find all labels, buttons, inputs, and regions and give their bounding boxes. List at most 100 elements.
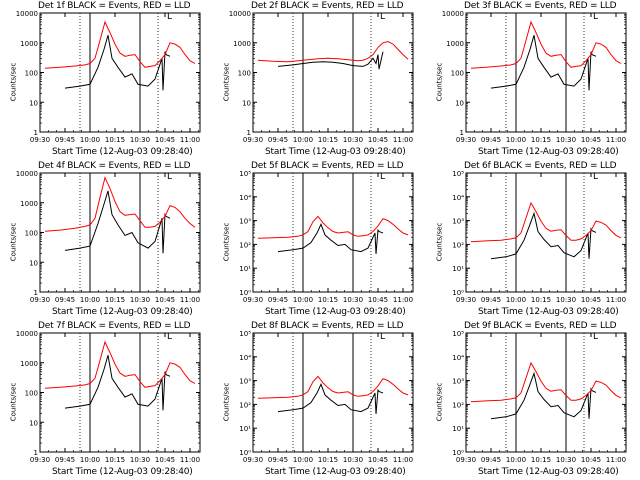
x-tick-label: 10:00 <box>506 296 526 304</box>
chart-plot: 10⁰ 10¹ 10² 10³ 10⁴ 10⁵ 09:30 09:45 10:00 10:15 10… <box>452 170 627 304</box>
chart-title: Det 1f BLACK = Events, RED = LLD <box>38 1 191 11</box>
x-tick-label: 09:45 <box>481 296 501 304</box>
chart-panel: Det 8f BLACK = Events, RED = LLD Start Ti… <box>213 320 423 480</box>
y-tick-label: 10 <box>29 259 38 267</box>
chart-panel: Det 3f BLACK = Events, RED = LLD Start Ti… <box>426 0 636 160</box>
x-tick-label: 10:30 <box>556 296 576 304</box>
x-tick-label: 09:45 <box>55 136 75 144</box>
x-tick-label: 10:45 <box>581 456 601 464</box>
chart-title: Det 4f BLACK = Events, RED = LLD <box>38 161 191 171</box>
y-tick-label: 1 <box>34 449 38 457</box>
x-tick-label: 11:00 <box>606 136 626 144</box>
x-tick-label: 10:00 <box>293 456 313 464</box>
x-tick-label: 09:30 <box>456 136 476 144</box>
x-tick-label: 09:30 <box>243 456 263 464</box>
event-marker-label: L <box>167 12 172 22</box>
event-marker-label: L <box>593 12 598 22</box>
chart-title: Det 2f BLACK = Events, RED = LLD <box>251 1 404 11</box>
y-tick-label: 10⁴ <box>452 194 464 202</box>
y-tick-label: 1000 <box>233 40 251 48</box>
chart-plot: 1 10 100 1000 10000 09:30 09:45 10:00 10:15 10:30… <box>16 170 201 304</box>
x-tick-label: 10:00 <box>293 136 313 144</box>
chart-plot: 1 10 100 1000 10000 09:30 09:45 10:00 10:15 10:30… <box>16 330 201 464</box>
event-marker-label: L <box>593 332 598 342</box>
y-tick-label: 1000 <box>446 40 464 48</box>
y-tick-label: 10 <box>29 419 38 427</box>
plot-frame <box>39 332 201 453</box>
x-tick-label: 10:45 <box>368 136 388 144</box>
series-events-line <box>490 35 597 91</box>
chart-title: Det 8f BLACK = Events, RED = LLD <box>251 321 404 331</box>
y-tick-label: 10³ <box>239 218 251 226</box>
plot-frame <box>252 172 414 293</box>
plot-frame <box>252 332 414 453</box>
y-tick-label: 10⁵ <box>452 170 464 178</box>
x-tick-label: 11:00 <box>393 136 413 144</box>
y-tick-label: 10⁴ <box>452 354 464 362</box>
chart-panel: Det 4f BLACK = Events, RED = LLD Start Ti… <box>0 160 210 320</box>
x-tick-label: 09:45 <box>268 136 288 144</box>
x-tick-label: 10:45 <box>155 136 175 144</box>
event-marker-label: L <box>167 332 172 342</box>
x-tick-label: 11:00 <box>393 456 413 464</box>
series-lld-line <box>44 340 196 389</box>
y-tick-label: 10000 <box>229 10 251 18</box>
y-tick-label: 10⁰ <box>452 449 464 457</box>
x-axis-label: Start Time (12-Aug-03 09:28:40) <box>265 147 406 157</box>
x-tick-label: 09:30 <box>456 456 476 464</box>
series-events-line <box>277 51 384 70</box>
y-tick-label: 1000 <box>20 40 38 48</box>
series-lld-line <box>470 361 622 403</box>
x-tick-label: 10:00 <box>293 296 313 304</box>
series-lld-line <box>470 201 622 243</box>
x-tick-label: 10:45 <box>581 296 601 304</box>
y-tick-label: 1 <box>34 289 38 297</box>
x-tick-label: 11:00 <box>606 296 626 304</box>
y-tick-label: 1 <box>34 129 38 137</box>
x-axis-label: Start Time (12-Aug-03 09:28:40) <box>478 307 619 317</box>
x-tick-label: 09:30 <box>243 296 263 304</box>
plot-frame <box>39 12 201 133</box>
x-tick-label: 10:15 <box>105 296 125 304</box>
x-tick-label: 10:30 <box>130 136 150 144</box>
x-axis-label: Start Time (12-Aug-03 09:28:40) <box>478 467 619 477</box>
series-events-line <box>277 223 384 254</box>
x-tick-label: 10:30 <box>556 136 576 144</box>
y-tick-label: 10² <box>452 401 464 409</box>
y-tick-label: 10² <box>239 241 251 249</box>
chart-plot: 10⁰ 10¹ 10² 10³ 10⁴ 10⁵ 09:30 09:45 10:00 10:15 10… <box>452 330 627 464</box>
x-tick-label: 10:45 <box>155 456 175 464</box>
series-lld-line <box>44 176 196 232</box>
y-tick-label: 100 <box>25 230 38 238</box>
plot-frame <box>252 12 414 133</box>
y-tick-label: 10000 <box>442 10 464 18</box>
x-tick-label: 10:30 <box>343 136 363 144</box>
x-tick-label: 11:00 <box>180 296 200 304</box>
y-tick-label: 10⁰ <box>239 449 251 457</box>
chart-panel: Det 6f BLACK = Events, RED = LLD Start Ti… <box>426 160 636 320</box>
y-tick-label: 10000 <box>16 170 38 178</box>
series-lld-line <box>257 40 409 63</box>
x-tick-label: 09:45 <box>481 456 501 464</box>
chart-title: Det 9f BLACK = Events, RED = LLD <box>464 321 617 331</box>
x-tick-label: 09:45 <box>481 136 501 144</box>
x-tick-label: 10:15 <box>531 456 551 464</box>
y-tick-label: 100 <box>238 70 251 78</box>
chart-title: Det 3f BLACK = Events, RED = LLD <box>464 1 617 11</box>
chart-plot: 10⁰ 10¹ 10² 10³ 10⁴ 10⁵ 09:30 09:45 10:00 10:15 10… <box>239 330 414 464</box>
x-axis-label: Start Time (12-Aug-03 09:28:40) <box>265 307 406 317</box>
y-tick-label: 10³ <box>452 378 464 386</box>
y-tick-label: 10⁴ <box>239 354 251 362</box>
event-marker-label: L <box>167 172 172 182</box>
x-tick-label: 10:15 <box>531 296 551 304</box>
chart-panel: Det 2f BLACK = Events, RED = LLD Start Ti… <box>213 0 423 160</box>
x-tick-label: 10:00 <box>80 136 100 144</box>
y-tick-label: 10⁴ <box>239 194 251 202</box>
x-axis-label: Start Time (12-Aug-03 09:28:40) <box>52 147 193 157</box>
y-tick-label: 1000 <box>20 360 38 368</box>
x-tick-label: 10:15 <box>105 136 125 144</box>
event-marker-label: L <box>380 332 385 342</box>
y-tick-label: 10¹ <box>452 425 464 433</box>
y-tick-label: 10³ <box>452 218 464 226</box>
